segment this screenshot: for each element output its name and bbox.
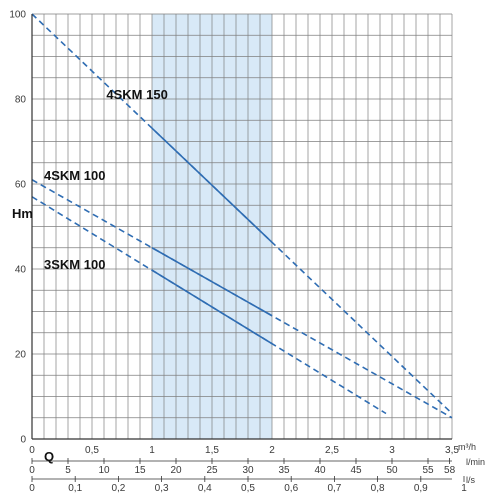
secondary-tick-label: 0,3	[155, 483, 169, 494]
y-tick-label: 0	[20, 435, 26, 446]
pump-curves	[31, 13, 453, 419]
secondary-tick-label: 15	[134, 465, 146, 476]
x-tick-label: 2	[269, 445, 275, 456]
secondary-tick-label: 5	[65, 465, 71, 476]
secondary-tick-label: 0,6	[284, 483, 298, 494]
y-axis-label: Hm	[12, 206, 33, 221]
secondary-tick-label: 10	[98, 465, 110, 476]
secondary-tick-label: 0	[29, 465, 35, 476]
secondary-tick-label: 55	[422, 465, 434, 476]
grid	[31, 13, 453, 440]
secondary-tick-label: 20	[170, 465, 182, 476]
x-tick-label: 2,5	[325, 445, 339, 456]
q-axis-label: Q	[44, 449, 54, 464]
secondary-tick-label: 0,5	[241, 483, 255, 494]
curve-solid-1	[151, 247, 273, 317]
secondary-unit-label: l/min	[466, 457, 485, 467]
y-tick-label: 80	[15, 95, 27, 106]
curve-dashed-2	[31, 196, 387, 415]
secondary-tick-label: 45	[350, 465, 362, 476]
series-label: 3SKM 100	[44, 257, 105, 272]
series-label: 4SKM 100	[44, 168, 105, 183]
series-label: 4SKM 150	[106, 87, 167, 102]
x-tick-label: 3	[389, 445, 395, 456]
curve-labels: 4SKM 150 4SKM 100 3SKM 100	[44, 87, 168, 272]
x-tick-label: 0,5	[85, 445, 99, 456]
y-tick-label: 20	[15, 350, 27, 361]
secondary-tick-label: 0,2	[111, 483, 125, 494]
secondary-tick-label: 1	[461, 483, 467, 494]
curve-solid-2	[151, 269, 273, 345]
secondary-tick-label: 0,4	[198, 483, 212, 494]
y-tick-label: 60	[15, 180, 27, 191]
x-tick-label: 0	[29, 445, 35, 456]
curve-solid-0	[151, 127, 273, 243]
x-unit-label: m³/h	[458, 442, 476, 452]
y-tick-label: 40	[15, 265, 27, 276]
secondary-tick-label: 0,7	[327, 483, 341, 494]
y-tick-label: 100	[9, 10, 26, 21]
x-tick-label: 1,5	[205, 445, 219, 456]
secondary-tick-label: 0,1	[68, 483, 82, 494]
x-tick-label: 1	[149, 445, 155, 456]
curve-dashed-0	[31, 13, 453, 415]
secondary-tick-label: 30	[242, 465, 254, 476]
secondary-tick-label: 40	[314, 465, 326, 476]
secondary-unit-label: l/s	[466, 475, 476, 485]
secondary-tick-label: 58	[444, 465, 456, 476]
secondary-tick-label: 0,9	[414, 483, 428, 494]
secondary-tick-label: 50	[386, 465, 398, 476]
secondary-tick-label: 35	[278, 465, 290, 476]
x-tick-label: 3,5	[445, 445, 459, 456]
secondary-tick-label: 0,8	[371, 483, 385, 494]
secondary-tick-label: 0	[29, 483, 35, 494]
secondary-tick-label: 25	[206, 465, 218, 476]
